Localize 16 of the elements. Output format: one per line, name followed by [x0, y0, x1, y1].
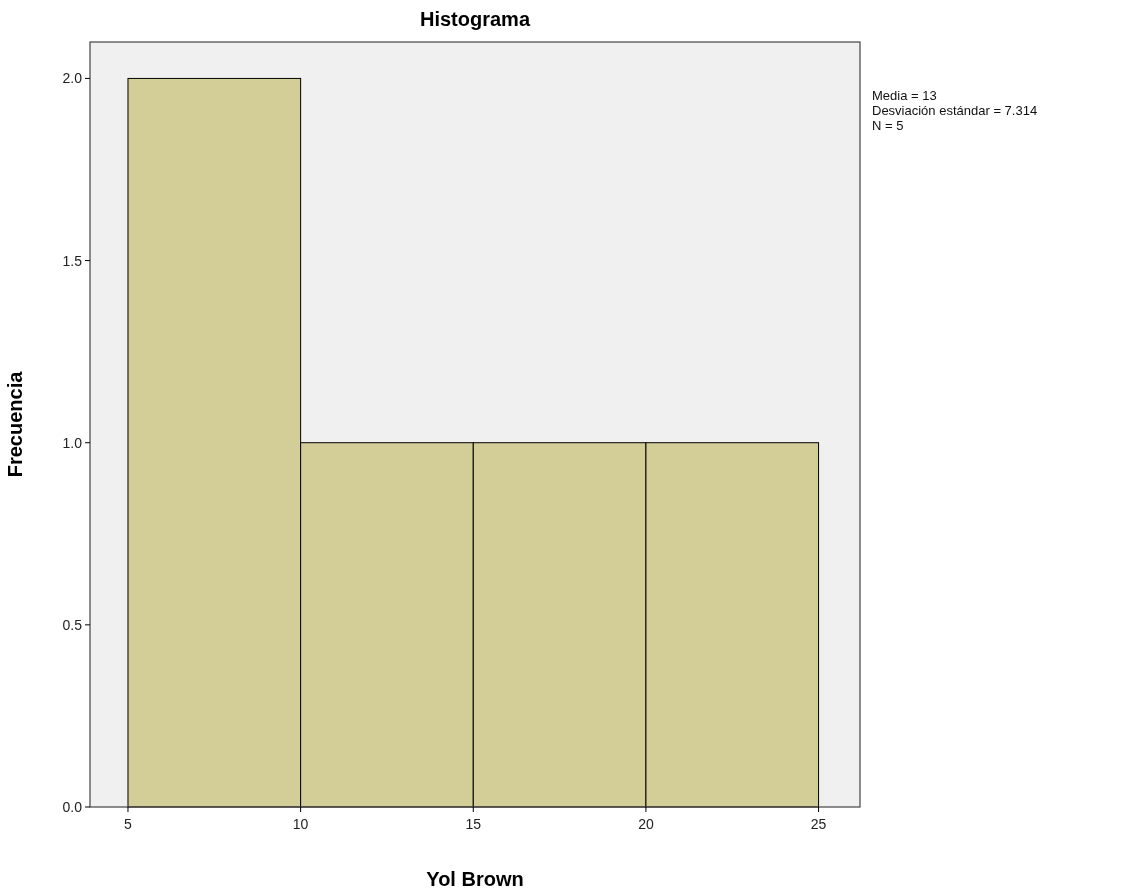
- text: Media = 13: [872, 88, 937, 103]
- text: N = 5: [872, 118, 904, 133]
- y-axis-title: Frecuencia: [4, 370, 26, 478]
- x-tick-label: 15: [465, 816, 482, 832]
- y-tick-label: 1.5: [62, 252, 83, 269]
- text: Desviación estándar = 7.314: [872, 103, 1038, 118]
- x-tick-label: 5: [124, 816, 133, 832]
- y-tick-label: 0.0: [62, 799, 83, 815]
- y-tick-label: 0.5: [62, 616, 83, 633]
- x-axis-title: Yol Brown: [426, 868, 524, 890]
- x-tick-label: 20: [638, 816, 654, 832]
- x-tick-label: 10: [292, 816, 309, 832]
- y-tick-label: 2.0: [62, 70, 83, 87]
- x-tick-label: 25: [810, 816, 827, 832]
- chart-title: Histograma: [419, 8, 531, 30]
- y-tick-label: 1.0: [62, 434, 83, 451]
